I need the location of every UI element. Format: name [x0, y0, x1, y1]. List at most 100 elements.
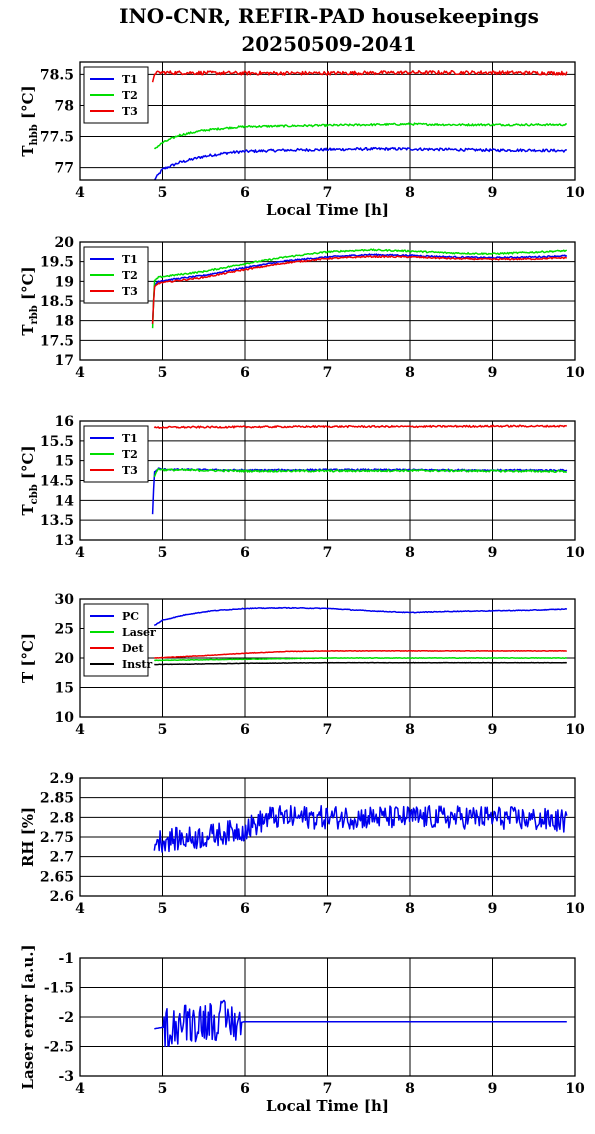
series-line-t1 [151, 253, 568, 325]
x-tick-label: 6 [240, 722, 250, 738]
y-tick-label: -3 [58, 1069, 74, 1085]
x-tick-label: 6 [240, 365, 250, 381]
y-tick-label: 77.5 [40, 130, 74, 146]
y-tick-label: 2.7 [50, 850, 74, 866]
legend-label: T3 [122, 105, 138, 118]
x-tick-label: 7 [323, 1081, 333, 1097]
series-line-pc [153, 606, 568, 627]
series-line-laser [154, 657, 568, 662]
y-tick-label: 17 [55, 353, 74, 369]
y-tick-label: 19.5 [40, 255, 74, 271]
y-tick-label: 18 [55, 314, 74, 330]
x-tick-label: 5 [158, 185, 168, 201]
x-tick-label: 4 [75, 185, 85, 201]
x-tick-label: 9 [488, 185, 498, 201]
series-line-t1 [151, 467, 568, 515]
legend-label: T2 [122, 89, 138, 102]
series-line-t2 [153, 468, 567, 478]
plot-frame [79, 957, 576, 1077]
y-tick-label: 19 [55, 274, 74, 290]
y-tick-label: 16 [55, 414, 74, 430]
y-axis-label: T [°C] [19, 633, 37, 683]
y-tick-label: 78.5 [40, 67, 74, 83]
y-tick-label: 30 [55, 592, 75, 608]
legend: PC Laser Det Instr [83, 603, 156, 677]
y-axis-label: RH [%] [19, 807, 37, 867]
legend-label: T3 [122, 464, 138, 477]
x-tick-label: 7 [323, 901, 333, 917]
y-tick-label: -2.5 [44, 1040, 74, 1056]
y-tick-label: 20 [55, 235, 75, 251]
x-axis-label: Local Time [h] [266, 201, 389, 219]
x-tick-label: 4 [75, 1081, 85, 1097]
x-tick-label: 8 [405, 722, 415, 738]
x-tick-label: 5 [158, 1081, 168, 1097]
legend-label: Instr [122, 658, 152, 671]
plot-frame [79, 598, 576, 718]
legend-label: T2 [122, 448, 138, 461]
series-line-t3 [151, 70, 568, 83]
chart-panel-6: 4 5 6 7 8 9 10 -3 -2.5 -2 -1.5 -1 Local Time [h] Lase… [19, 944, 585, 1115]
x-tick-label: 6 [240, 901, 250, 917]
legend-label: T3 [122, 285, 138, 298]
chart-title-line2: 20250509-2041 [241, 32, 416, 56]
legend-label: T1 [122, 432, 138, 445]
x-tick-label: 8 [405, 901, 415, 917]
series-line-t3 [151, 255, 567, 324]
plot-frame [79, 420, 576, 541]
x-tick-label: 10 [565, 185, 585, 201]
series-line-det [153, 649, 567, 659]
y-tick-label: -2 [58, 1010, 74, 1026]
y-axis-label: Trbb [°C] [19, 266, 40, 335]
y-tick-label: 17.5 [40, 333, 74, 349]
x-tick-label: 7 [323, 545, 333, 561]
y-tick-label: 15 [55, 681, 74, 697]
legend: T1 T2 T3 [83, 66, 149, 124]
legend-label: T1 [122, 73, 138, 86]
chart-panel-5: 4 5 6 7 8 9 10 2.6 2.65 2.7 2.75 2.8 2.85 2.9 RH [%] [19, 771, 585, 917]
plot-frame [79, 777, 576, 897]
y-tick-label: 15 [55, 454, 74, 470]
y-axis-label: Thbb [°C] [19, 85, 40, 156]
series-line-data [154, 999, 567, 1048]
y-axis-label: Tcbb [°C] [19, 445, 40, 515]
y-tick-label: 13.5 [40, 513, 74, 529]
y-tick-label: 2.8 [50, 810, 74, 826]
y-tick-label: -1.5 [44, 981, 74, 997]
series-line-instr [154, 661, 567, 666]
y-tick-label: 25 [55, 622, 74, 638]
y-tick-label: 14 [55, 493, 75, 509]
x-tick-label: 4 [75, 365, 85, 381]
x-tick-label: 9 [488, 545, 498, 561]
y-tick-label: 78 [55, 98, 74, 114]
y-tick-label: 2.6 [50, 889, 74, 905]
x-tick-label: 7 [323, 365, 333, 381]
legend: T1 T2 T3 [83, 246, 149, 304]
x-tick-label: 9 [488, 901, 498, 917]
x-tick-label: 10 [565, 901, 585, 917]
chart-panel-4: 4 5 6 7 8 9 10 10 15 20 25 30 T [°C] PC Laser Det Instr [19, 592, 585, 738]
y-tick-label: -1 [58, 951, 74, 967]
x-tick-label: 8 [405, 1081, 415, 1097]
y-tick-label: 15.5 [40, 434, 74, 450]
series-line-t2 [154, 122, 568, 150]
chart-title-line1: INO-CNR, REFIR-PAD housekeepings [119, 4, 539, 28]
y-axis-label: Laser error [a.u.] [19, 944, 37, 1089]
x-tick-label: 5 [158, 722, 168, 738]
x-tick-label: 8 [405, 365, 415, 381]
x-tick-label: 8 [405, 545, 415, 561]
x-tick-label: 8 [405, 185, 415, 201]
plot-frame [79, 241, 576, 361]
legend-label: T1 [122, 253, 138, 266]
plot-frame [79, 61, 576, 181]
x-tick-label: 9 [488, 722, 498, 738]
x-tick-label: 10 [565, 545, 585, 561]
legend-label: PC [122, 610, 139, 623]
legend-label: Laser [122, 626, 156, 639]
y-tick-label: 14.5 [40, 474, 74, 490]
x-tick-label: 7 [323, 722, 333, 738]
x-tick-label: 9 [488, 1081, 498, 1097]
